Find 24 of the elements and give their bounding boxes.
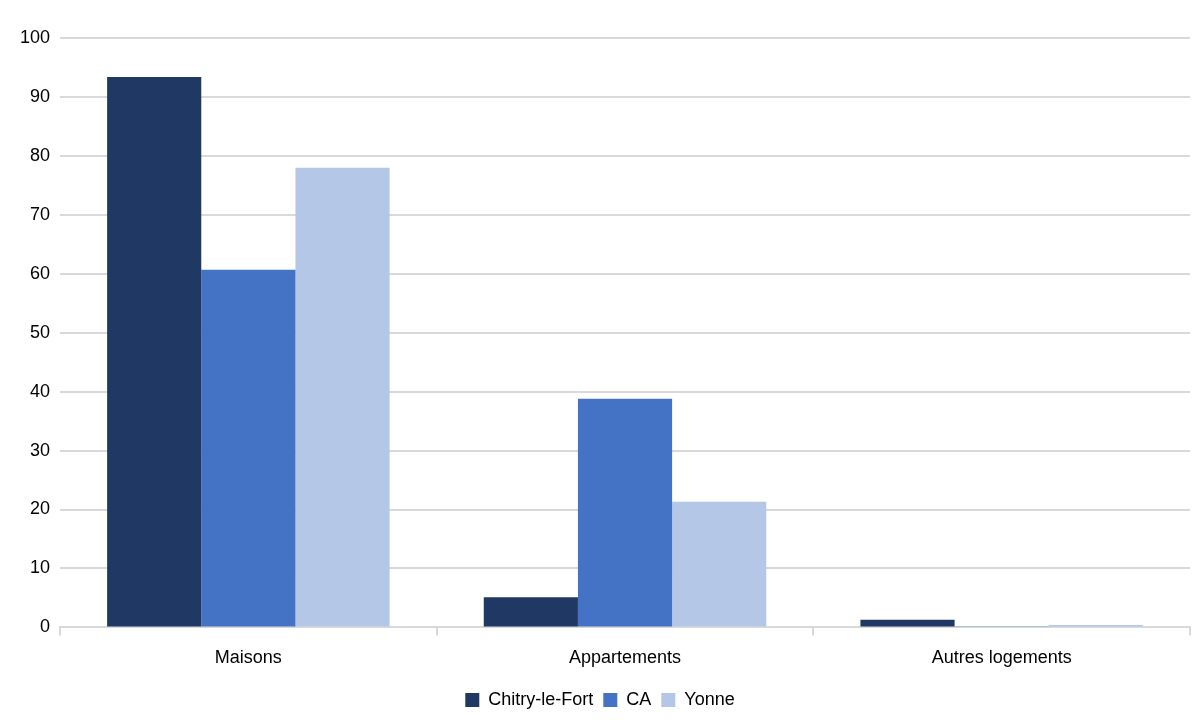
legend-label: CA — [626, 688, 652, 709]
y-tick-label: 20 — [30, 498, 51, 519]
bar — [107, 76, 202, 627]
bar — [860, 619, 955, 627]
x-tick-label: Maisons — [214, 647, 282, 668]
y-tick-label: 70 — [30, 203, 51, 224]
x-tick-label: Appartements — [568, 647, 682, 668]
y-tick-label: 80 — [30, 144, 51, 165]
bar — [295, 167, 390, 627]
y-tick-label: 0 — [40, 616, 51, 637]
y-tick-label: 50 — [30, 321, 51, 342]
y-tick-label: 40 — [30, 380, 51, 401]
bar — [577, 398, 673, 627]
y-tick-label: 60 — [30, 262, 51, 283]
legend-label: Yonne — [684, 688, 735, 709]
y-tick-label: 30 — [30, 439, 51, 460]
legend-label: Chitry-le-Fort — [488, 688, 594, 709]
y-tick-label: 100 — [19, 26, 51, 47]
bar — [672, 501, 767, 627]
bar — [201, 269, 296, 627]
y-tick-label: 10 — [30, 557, 51, 578]
bar — [483, 597, 578, 627]
y-tick-label: 90 — [30, 85, 51, 106]
x-tick-label: Autres logements — [931, 647, 1072, 668]
